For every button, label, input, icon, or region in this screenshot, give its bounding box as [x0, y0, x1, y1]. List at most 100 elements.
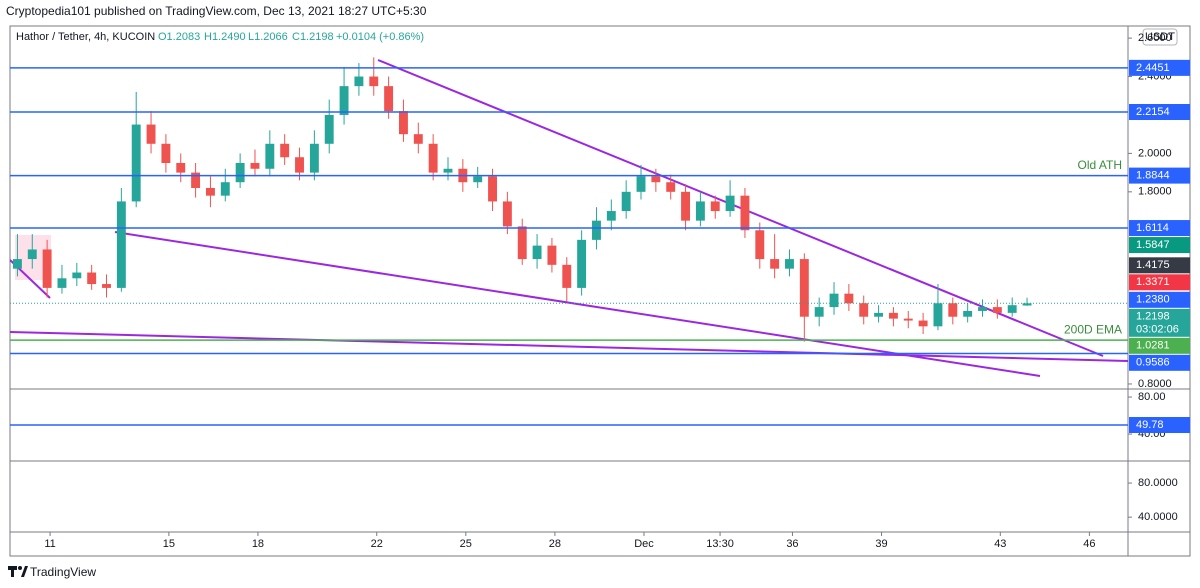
candle-body	[666, 182, 676, 192]
price-label: 1.5847	[1136, 239, 1170, 251]
candle-body	[369, 76, 379, 87]
candle-body	[265, 143, 275, 169]
trendlines	[10, 59, 1128, 377]
candle-body	[1022, 303, 1032, 306]
candle-body	[948, 303, 958, 317]
logo	[8, 566, 28, 577]
candle-body	[502, 201, 512, 227]
price-label-box	[1129, 257, 1190, 274]
candle-body	[250, 162, 260, 169]
candle-body	[57, 278, 67, 288]
candle-body	[354, 76, 364, 87]
candle-body	[710, 201, 720, 212]
candle-body	[488, 176, 497, 202]
price-label: 1.6114	[1136, 222, 1169, 234]
candle-body	[933, 303, 943, 327]
y-tick-label: 2.6000	[1138, 32, 1172, 44]
candle-body	[725, 195, 735, 212]
legend-low: L1.2066	[248, 31, 288, 43]
plot-area	[10, 57, 1128, 355]
candle-body	[740, 195, 750, 231]
price-label: 2.2154	[1136, 106, 1170, 118]
annotation: 200D EMA	[1064, 322, 1122, 336]
x-tick-label: 39	[875, 538, 887, 550]
price-label: 0.9586	[1136, 357, 1170, 369]
candle-body	[443, 168, 453, 173]
candle-body	[87, 272, 97, 285]
candle-body	[398, 111, 408, 135]
candle-body	[992, 307, 1002, 313]
candle-body	[413, 134, 423, 144]
candle-body	[681, 191, 691, 221]
trendline	[10, 331, 1128, 362]
candle-body	[799, 259, 809, 317]
candle-body	[309, 143, 319, 173]
candle-body	[918, 320, 928, 327]
candle-body	[517, 226, 527, 260]
price-label-box	[1129, 104, 1190, 121]
candle-body	[844, 293, 854, 304]
candle-body	[770, 259, 780, 269]
candle-body	[161, 143, 171, 163]
candle-body	[12, 259, 22, 269]
x-tick-label: 25	[460, 538, 472, 550]
candle-body	[295, 157, 304, 173]
x-tick-label: 46	[1083, 538, 1095, 550]
candle-body	[903, 318, 913, 321]
candle-body	[235, 162, 245, 183]
candle-body	[755, 230, 765, 260]
x-tick-label: 18	[252, 538, 264, 550]
candle-body	[592, 220, 601, 240]
candle-body	[191, 172, 201, 188]
price-label: 1.3371	[1136, 276, 1170, 288]
y-tick-label: 0.8000	[1138, 378, 1172, 390]
candle-body	[621, 191, 631, 212]
frame	[9, 25, 1191, 557]
x-tick-label: 13:30	[706, 538, 734, 550]
candle-body	[473, 176, 483, 183]
candle-body	[636, 176, 646, 192]
legend: Hathor / Tether, 4h, KUCOIN O1.2083 H1.2…	[16, 31, 424, 43]
legend-change: +0.0104 (+0.86%)	[336, 31, 424, 43]
price-label: 1.2198	[1136, 311, 1170, 323]
legend-open: O1.2083	[158, 31, 200, 43]
y-tick-label: 2.0000	[1138, 147, 1172, 159]
x-tick-label: 36	[786, 538, 798, 550]
price-label: 1.4175	[1136, 259, 1170, 271]
candle-body	[220, 182, 230, 196]
candle-body	[102, 284, 111, 288]
currency[interactable]: USDT	[1145, 31, 1175, 43]
candle-body	[116, 201, 126, 288]
candle-body	[42, 249, 52, 288]
candle-body	[339, 86, 349, 115]
candle-body	[978, 307, 987, 311]
candle-body	[606, 211, 616, 221]
currency-box[interactable]	[1142, 28, 1178, 46]
candle-body	[651, 176, 661, 183]
candle-body	[859, 303, 869, 317]
y-tick-label: 40.0000	[1138, 511, 1178, 523]
price-label-box	[1129, 167, 1190, 184]
footer-brand: TradingView	[30, 565, 96, 579]
candle-body	[547, 245, 557, 265]
y-tick-label: 80.0000	[1138, 477, 1178, 489]
countdown: 03:02:06	[1136, 324, 1179, 336]
candle-body	[280, 143, 290, 158]
candle-body	[562, 264, 572, 288]
candle-body	[829, 293, 839, 308]
price-label-box	[1129, 59, 1190, 76]
price-label-box	[1129, 274, 1190, 291]
price-label: 49.78	[1136, 419, 1164, 431]
price-label-box	[1129, 417, 1190, 434]
candle-body	[324, 114, 334, 144]
price-label: 1.0281	[1136, 340, 1170, 352]
x-tick-label: Dec	[634, 538, 654, 550]
candle-body	[384, 86, 394, 112]
trendline	[114, 231, 1041, 377]
price-label-box	[1129, 354, 1190, 371]
annotation: Old ATH	[1078, 158, 1122, 172]
legend-high: H1.2490	[204, 31, 246, 43]
byline: Cryptopedia101 published on TradingView.…	[6, 4, 427, 18]
price-label-box	[1129, 337, 1190, 354]
